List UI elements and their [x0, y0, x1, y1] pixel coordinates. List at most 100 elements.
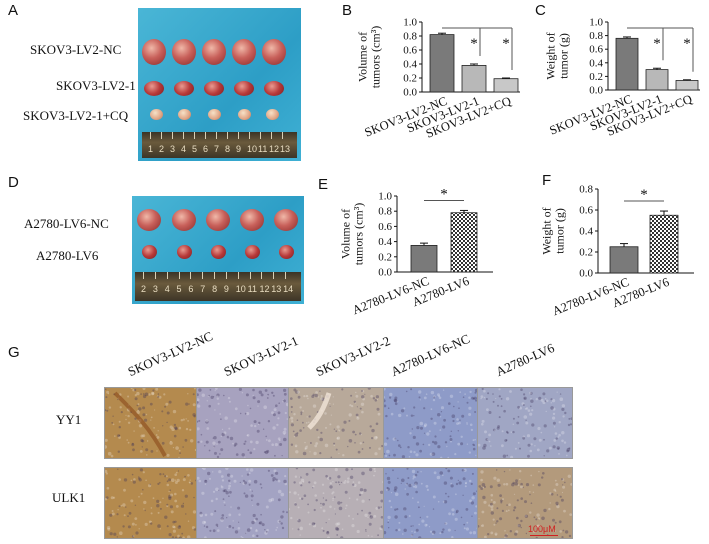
cell-nucleus — [569, 513, 572, 516]
cell-nucleus — [550, 406, 554, 410]
cell-nucleus — [389, 396, 392, 399]
cell-nucleus — [499, 517, 503, 521]
cell-nucleus — [561, 407, 565, 411]
cell-nucleus — [355, 402, 357, 404]
cell-nucleus — [305, 394, 309, 398]
cell-nucleus — [520, 497, 523, 500]
cell-nucleus — [430, 408, 433, 411]
cell-nucleus — [175, 536, 177, 538]
cell-nucleus — [468, 479, 472, 483]
cell-nucleus — [275, 478, 278, 481]
cell-nucleus — [394, 402, 398, 406]
cell-nucleus — [414, 473, 418, 477]
cell-nucleus — [251, 490, 253, 492]
cell-nucleus — [282, 400, 284, 403]
cell-nucleus — [482, 446, 486, 450]
cell-nucleus — [478, 518, 480, 520]
cell-nucleus — [398, 528, 401, 532]
cell-nucleus — [429, 530, 433, 533]
cell-nucleus — [488, 504, 491, 507]
cell-nucleus — [267, 393, 270, 396]
cell-nucleus — [255, 517, 258, 521]
cell-nucleus — [509, 469, 511, 471]
cell-nucleus — [145, 413, 148, 416]
cell-nucleus — [402, 533, 404, 535]
cell-nucleus — [465, 508, 469, 511]
cell-nucleus — [356, 406, 358, 408]
cell-nucleus — [148, 484, 152, 488]
cell-nucleus — [320, 431, 323, 434]
group-label-a2780-lv6: A2780-LV6 — [36, 248, 99, 263]
cell-nucleus — [216, 395, 219, 398]
cell-nucleus — [132, 535, 135, 537]
ruler-tick — [249, 272, 251, 279]
y-tick-label: 1.0 — [378, 191, 392, 203]
cell-nucleus — [293, 491, 297, 495]
cell-nucleus — [150, 512, 153, 515]
cell-nucleus — [379, 527, 383, 530]
cell-nucleus — [473, 444, 476, 447]
cell-nucleus — [456, 422, 459, 425]
cell-nucleus — [149, 483, 151, 486]
cell-nucleus — [216, 397, 219, 400]
cell-nucleus — [277, 479, 281, 483]
cell-nucleus — [360, 402, 365, 406]
cell-nucleus — [440, 456, 443, 458]
cell-nucleus — [297, 518, 301, 523]
cell-nucleus — [139, 468, 143, 472]
cell-nucleus — [490, 504, 494, 509]
cell-nucleus — [505, 397, 510, 401]
cell-nucleus — [454, 517, 458, 521]
cell-nucleus — [516, 516, 519, 520]
cell-nucleus — [570, 483, 572, 486]
cell-nucleus — [142, 413, 146, 417]
cell-nucleus — [277, 519, 281, 524]
cell-nucleus — [387, 520, 390, 522]
cell-nucleus — [464, 393, 466, 395]
cell-nucleus — [466, 401, 469, 404]
cell-nucleus — [353, 483, 357, 487]
y-tick-label: 0.2 — [579, 247, 593, 259]
cell-nucleus — [368, 499, 371, 501]
cell-nucleus — [213, 445, 216, 448]
cell-nucleus — [409, 432, 412, 435]
cell-nucleus — [338, 429, 340, 431]
cell-nucleus — [384, 453, 386, 455]
cell-nucleus — [450, 482, 452, 485]
cell-nucleus — [260, 393, 264, 397]
cell-nucleus — [227, 473, 231, 477]
cell-nucleus — [117, 450, 120, 453]
cell-nucleus — [152, 389, 155, 392]
cell-nucleus — [233, 419, 238, 423]
cell-nucleus — [131, 442, 134, 445]
cell-nucleus — [567, 423, 571, 427]
cell-nucleus — [223, 489, 227, 493]
cell-nucleus — [563, 441, 567, 444]
bar — [645, 69, 669, 91]
cell-nucleus — [504, 535, 507, 538]
tumor — [206, 209, 230, 231]
ruler-number: 10 — [247, 144, 258, 154]
cell-nucleus — [243, 492, 246, 495]
tumor-photo-a: 1 2 3 4 5 6 7 8 9 10 11 12 13 — [138, 8, 301, 161]
cell-nucleus — [297, 528, 300, 531]
y-tick-label: 0.8 — [589, 30, 603, 42]
cell-nucleus — [488, 440, 491, 443]
cell-nucleus — [161, 441, 165, 445]
cell-nucleus — [475, 399, 478, 402]
cell-nucleus — [361, 410, 364, 414]
tissue-background — [197, 388, 291, 458]
cell-nucleus — [220, 518, 224, 522]
cell-nucleus — [159, 473, 162, 476]
cell-nucleus — [218, 489, 220, 491]
cell-nucleus — [411, 428, 413, 430]
cell-nucleus — [137, 409, 139, 412]
cell-nucleus — [125, 506, 127, 508]
cell-nucleus — [330, 414, 332, 416]
cell-nucleus — [319, 390, 321, 392]
cell-nucleus — [354, 433, 357, 436]
cell-nucleus — [293, 481, 296, 484]
cell-nucleus — [314, 393, 318, 398]
cell-nucleus — [533, 516, 536, 519]
cell-nucleus — [536, 513, 540, 517]
